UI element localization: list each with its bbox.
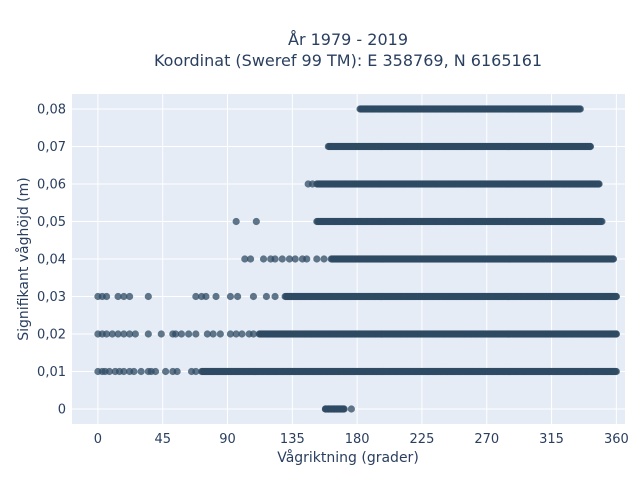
data-point (102, 292, 111, 301)
data-point (120, 330, 128, 338)
data-point (144, 330, 152, 338)
x-axis-title: Vågriktning (grader) (277, 449, 419, 466)
x-axis-ticks: 0 45 90 135 180 225 270 315 360 (94, 432, 629, 447)
data-point (232, 330, 240, 338)
data-point (598, 217, 606, 226)
data-point (339, 405, 347, 413)
data-point (105, 367, 114, 376)
data-point (162, 367, 170, 376)
data-point (172, 330, 180, 338)
data-point (238, 330, 246, 338)
data-point (612, 367, 620, 376)
x-tick-label: 225 (410, 432, 435, 447)
data-point (192, 330, 200, 338)
y-tick-label: 0 (58, 403, 66, 418)
data-point (576, 105, 584, 113)
x-tick-label: 45 (154, 432, 171, 447)
data-point (192, 292, 200, 301)
data-point (262, 292, 271, 301)
data-point (320, 255, 328, 263)
data-point (259, 255, 268, 263)
x-tick-label: 135 (280, 432, 305, 447)
data-point (226, 292, 235, 301)
data-point (612, 292, 620, 301)
data-point (114, 330, 122, 338)
x-tick-label: 180 (345, 432, 370, 447)
data-point (241, 255, 249, 263)
data-markers (94, 105, 620, 413)
data-point (144, 292, 152, 301)
y-axis-title: Signifikant våghöjd (m) (15, 177, 32, 340)
data-point (173, 367, 181, 376)
data-point (285, 255, 294, 263)
x-tick-label: 360 (604, 432, 629, 447)
y-tick-label: 0,01 (37, 365, 66, 380)
data-point (108, 330, 116, 338)
data-point (586, 142, 595, 151)
data-point (120, 367, 128, 376)
y-tick-label: 0,04 (37, 253, 66, 268)
y-tick-label: 0,03 (37, 290, 66, 305)
data-point (246, 255, 255, 263)
x-tick-label: 0 (94, 432, 102, 447)
data-point (151, 367, 160, 376)
data-point (303, 255, 311, 263)
chart-title-line-2: Koordinat (Sweref 99 TM): E 358769, N 61… (154, 51, 542, 70)
data-point (209, 330, 217, 338)
x-tick-label: 270 (474, 432, 499, 447)
data-point (271, 255, 279, 263)
data-point (291, 255, 299, 263)
data-point (609, 255, 618, 263)
data-point (212, 292, 220, 301)
y-tick-label: 0,07 (37, 140, 66, 155)
chart-title-line-1: År 1979 - 2019 (288, 30, 408, 49)
data-point (202, 292, 210, 301)
y-tick-label: 0,08 (37, 103, 66, 118)
data-point (203, 330, 211, 338)
data-point (137, 367, 145, 376)
data-point (308, 180, 317, 188)
data-point (192, 367, 200, 376)
data-point (252, 217, 260, 226)
y-tick-label: 0,02 (37, 328, 66, 343)
data-point (102, 330, 111, 338)
data-point (157, 330, 165, 338)
data-point (249, 330, 258, 338)
data-point (347, 405, 355, 413)
data-point (120, 292, 128, 301)
y-tick-label: 0,06 (37, 178, 66, 193)
y-tick-label: 0,05 (37, 215, 66, 230)
x-tick-label: 90 (219, 432, 236, 447)
data-point (234, 292, 242, 301)
data-point (216, 330, 224, 338)
data-point (130, 367, 138, 376)
data-point (126, 292, 134, 301)
data-point (595, 180, 603, 188)
data-point (177, 330, 186, 338)
y-axis-ticks: 0 0,01 0,02 0,03 0,04 0,05 0,06 0,07 0,08 (37, 103, 66, 418)
data-point (131, 330, 139, 338)
data-point (249, 292, 258, 301)
data-point (612, 330, 620, 338)
data-point (185, 330, 193, 338)
data-point (226, 330, 235, 338)
data-point (232, 217, 240, 226)
data-point (114, 292, 122, 301)
data-point (313, 255, 321, 263)
data-point (126, 330, 134, 338)
data-point (271, 292, 279, 301)
data-point (278, 255, 286, 263)
x-tick-label: 315 (539, 432, 564, 447)
